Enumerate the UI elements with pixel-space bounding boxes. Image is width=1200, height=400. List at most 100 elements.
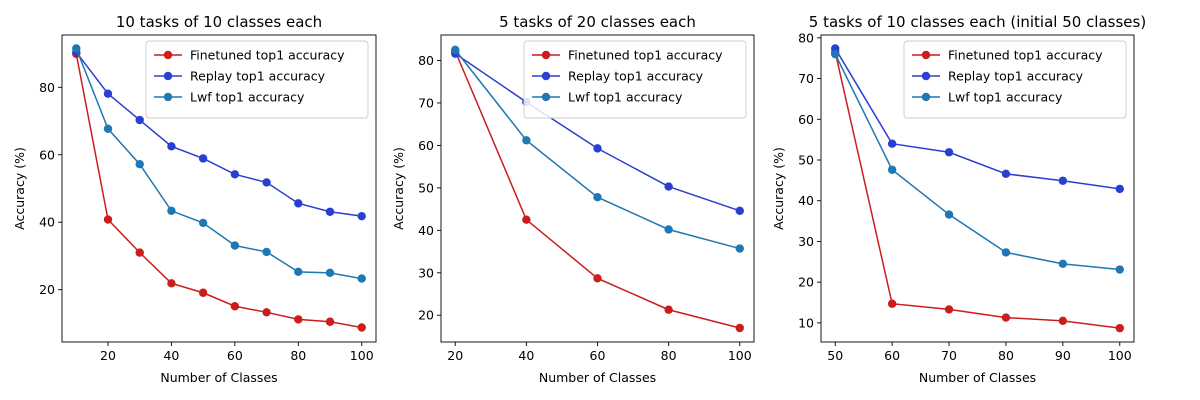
data-point-lwf: [887, 165, 897, 174]
series-line-lwf: [834, 53, 1120, 271]
legend-label-lwf: Lwf top1 accuracy: [948, 90, 1063, 105]
legend: Finetuned top1 accuracy Replay top1 accur…: [903, 40, 1127, 119]
y-tick-label: 60: [418, 138, 434, 153]
data-point-lwf: [664, 225, 673, 234]
data-point-lwf: [1058, 259, 1068, 269]
data-point-replay: [1001, 169, 1011, 179]
data-point-finetuned: [1001, 313, 1011, 322]
series-line-lwf: [75, 48, 362, 280]
x-tick-label: 60: [884, 348, 900, 363]
legend-marker-replay: [163, 71, 173, 81]
legend-marker-finetuned: [163, 50, 173, 60]
data-point-lwf: [451, 45, 460, 55]
y-tick-label: 60: [39, 147, 55, 162]
data-point-replay: [167, 142, 176, 151]
x-tick-label: 40: [518, 348, 534, 363]
data-point-finetuned: [135, 248, 144, 257]
y-tick-label: 40: [39, 215, 55, 230]
data-point-replay: [294, 199, 303, 208]
data-point-lwf: [135, 160, 144, 169]
data-point-finetuned: [357, 323, 366, 332]
data-point-lwf: [1001, 248, 1011, 257]
legend-label-replay: Replay top1 accuracy: [568, 69, 704, 84]
y-tick-label: 20: [39, 282, 55, 297]
legend-marker-finetuned: [541, 50, 551, 60]
y-tick-label: 70: [418, 95, 434, 110]
legend-box: [145, 40, 369, 119]
y-axis-label: Accuracy (%): [391, 147, 406, 230]
y-tick-label: 30: [798, 234, 814, 249]
data-point-lwf: [522, 136, 531, 145]
x-tick-label: 80: [290, 348, 306, 363]
legend-marker-lwf: [541, 92, 551, 102]
legend: Finetuned top1 accuracy Replay top1 accur…: [523, 40, 747, 119]
data-point-replay: [664, 182, 673, 191]
y-tick-label: 50: [798, 152, 814, 167]
data-point-finetuned: [664, 305, 673, 314]
data-point-replay: [103, 89, 113, 98]
x-tick-label: 60: [590, 348, 606, 363]
data-point-lwf: [262, 247, 271, 257]
data-point-replay: [357, 211, 366, 221]
y-tick-label: 10: [798, 315, 814, 330]
x-tick-label: 40: [163, 348, 179, 363]
x-tick-label: 70: [941, 348, 957, 363]
data-point-replay: [230, 170, 240, 179]
data-point-finetuned: [1058, 316, 1068, 326]
data-point-finetuned: [593, 274, 602, 283]
data-point-lwf: [167, 206, 176, 215]
data-point-replay: [135, 115, 144, 125]
chart-title: 10 tasks of 10 classes each: [116, 13, 322, 31]
data-point-lwf: [294, 267, 303, 277]
legend-label-finetuned: Finetuned top1 accuracy: [948, 48, 1103, 63]
plot-frame: [440, 34, 755, 343]
data-point-lwf: [735, 244, 744, 253]
legend-label-lwf: Lwf top1 accuracy: [568, 90, 683, 105]
y-tick-label: 80: [798, 30, 814, 45]
y-tick-label: 30: [418, 265, 434, 280]
data-point-replay: [198, 154, 208, 163]
y-tick-label: 20: [418, 308, 434, 323]
data-point-finetuned: [294, 315, 303, 324]
data-point-replay: [735, 206, 744, 215]
x-tick-label: 80: [661, 348, 677, 363]
y-axis-label: Accuracy (%): [12, 147, 27, 230]
chart-title: 5 tasks of 20 classes each: [499, 13, 696, 31]
data-point-replay: [1115, 184, 1124, 194]
data-point-lwf: [357, 274, 366, 283]
x-tick-label: 60: [227, 348, 243, 363]
y-axis-label: Accuracy (%): [771, 147, 786, 230]
x-tick-label: 100: [1108, 348, 1132, 363]
y-tick-label: 20: [798, 275, 814, 290]
legend-box: [903, 40, 1127, 119]
x-tick-label: 80: [998, 348, 1014, 363]
data-point-finetuned: [325, 317, 335, 326]
data-point-replay: [262, 178, 271, 187]
legend-marker-replay: [541, 71, 551, 81]
y-tick-label: 80: [418, 53, 434, 68]
data-point-lwf: [831, 49, 840, 59]
series-line-finetuned: [75, 53, 362, 329]
legend-label-replay: Replay top1 accuracy: [948, 69, 1084, 84]
data-point-finetuned: [167, 279, 176, 288]
x-tick-label: 20: [447, 348, 463, 363]
x-tick-label: 100: [728, 348, 752, 363]
x-tick-label: 100: [350, 348, 374, 363]
data-point-lwf: [230, 241, 240, 250]
data-point-finetuned: [230, 302, 240, 311]
legend-marker-lwf: [921, 92, 931, 102]
series-line-replay: [834, 48, 1120, 190]
plot-frame: [61, 34, 377, 343]
plot-frame: [820, 34, 1135, 343]
data-point-lwf: [1115, 265, 1124, 274]
series-line-replay: [75, 51, 362, 217]
data-point-finetuned: [735, 323, 744, 333]
data-point-lwf: [103, 124, 113, 133]
legend-marker-finetuned: [921, 50, 931, 60]
y-tick-label: 50: [418, 180, 434, 195]
data-point-lwf: [944, 210, 954, 219]
x-tick-label: 50: [827, 348, 843, 363]
data-point-finetuned: [103, 215, 113, 224]
data-point-finetuned: [1115, 323, 1124, 333]
